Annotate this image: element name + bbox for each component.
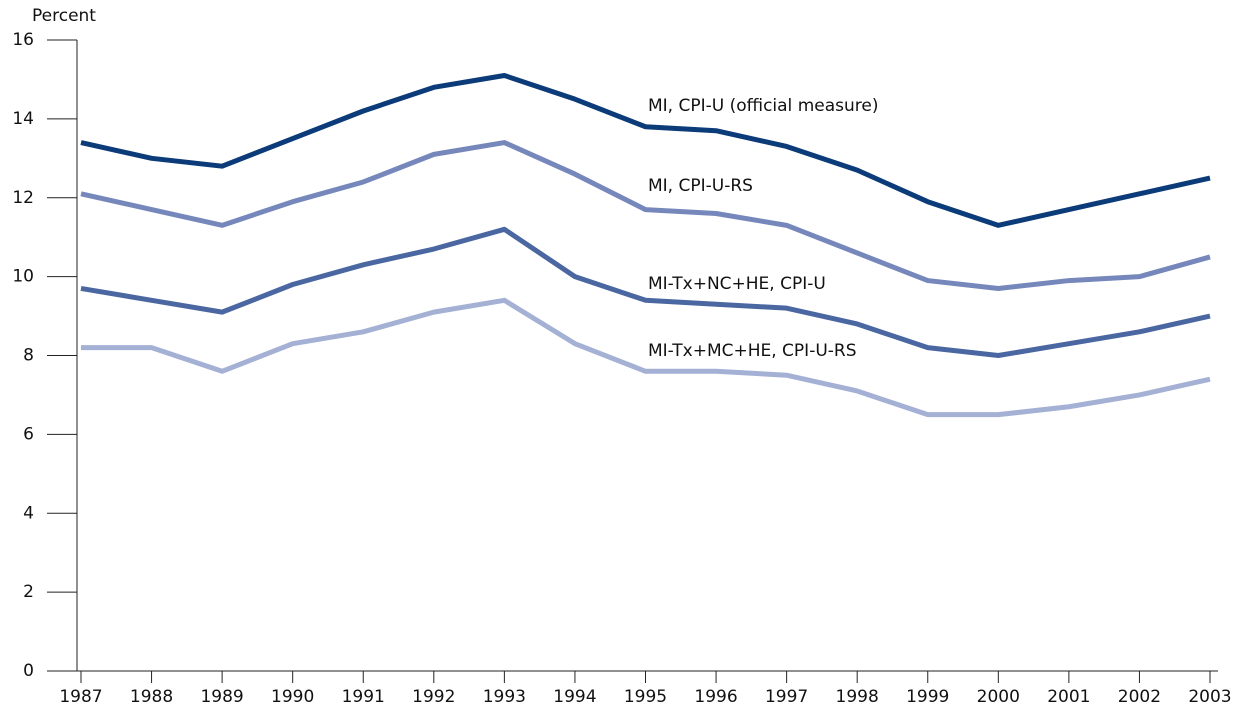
series-line: [80, 72, 1211, 228]
series-line: [80, 140, 1211, 291]
y-tick-label: 6: [23, 424, 34, 444]
x-tick-label: 1998: [836, 687, 879, 707]
y-tick-label: 10: [12, 267, 34, 287]
series-label: MI-Tx+NC+HE, CPI-U: [648, 274, 826, 294]
y-tick-label: 2: [23, 582, 34, 602]
y-tick-label: 0: [23, 661, 34, 681]
x-tick-label: 2001: [1047, 687, 1090, 707]
x-tick-label: 1993: [483, 687, 526, 707]
x-tick-label: 1990: [271, 687, 314, 707]
y-tick-label: 4: [23, 503, 34, 523]
x-tick-label: 2002: [1118, 687, 1161, 707]
x-tick-label: 2000: [977, 687, 1020, 707]
x-tick-label: 1997: [765, 687, 808, 707]
x-tick-label: 1988: [130, 687, 173, 707]
y-tick-label: 12: [12, 188, 34, 208]
x-tick-label: 1992: [412, 687, 455, 707]
series-label: MI, CPI-U-RS: [648, 176, 753, 196]
x-tick-label: 1991: [342, 687, 385, 707]
x-tick-label: 1994: [553, 687, 596, 707]
series-label: MI-Tx+MC+HE, CPI-U-RS: [648, 341, 857, 361]
series-line: [81, 297, 1211, 418]
x-tick-label: 1987: [59, 687, 102, 707]
x-tick-label: 1989: [200, 687, 243, 707]
x-tick-label: 1996: [694, 687, 737, 707]
y-axis-label: Percent: [32, 6, 96, 26]
y-tick-label: 14: [12, 109, 34, 129]
series-line: [80, 226, 1211, 358]
y-tick-label: 8: [23, 346, 34, 366]
series-label: MI, CPI-U (official measure): [648, 96, 878, 116]
x-tick-label: 2003: [1188, 687, 1231, 707]
y-tick-label: 16: [12, 30, 34, 50]
x-tick-label: 1999: [906, 687, 949, 707]
x-tick-label: 1995: [624, 687, 667, 707]
